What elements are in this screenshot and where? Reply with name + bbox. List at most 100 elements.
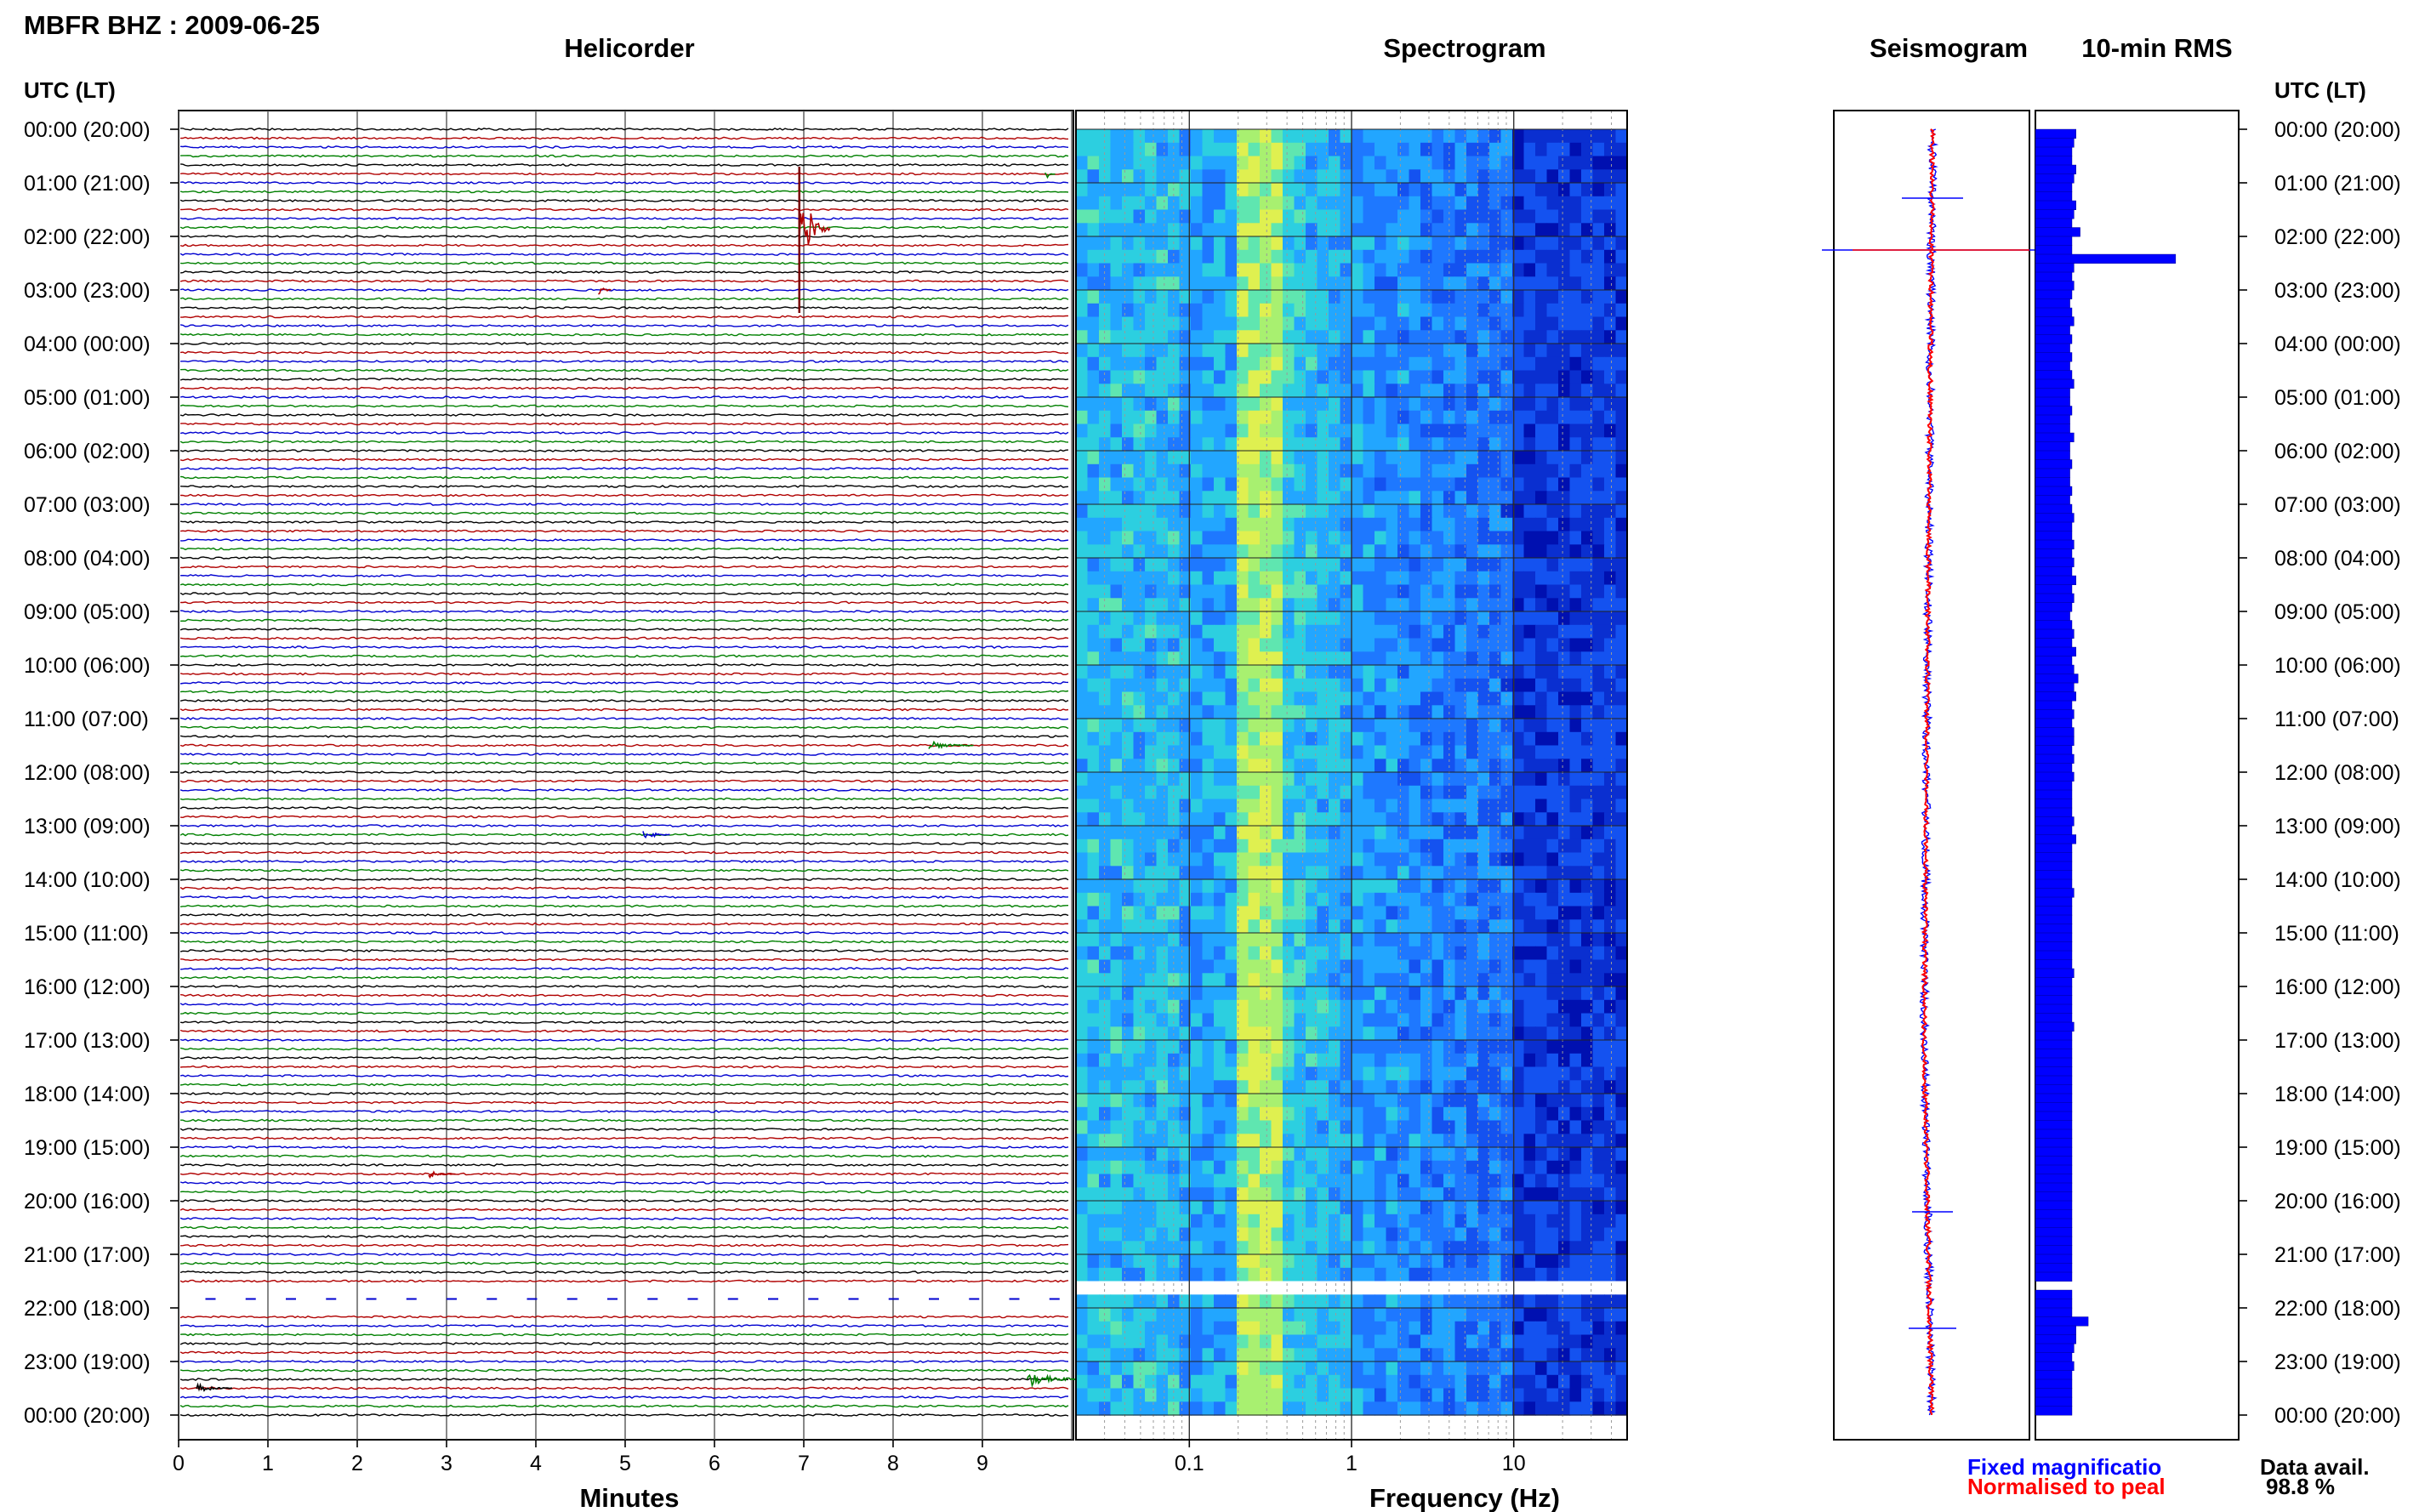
spectrogram-cell xyxy=(1420,463,1433,479)
spectrogram-cell xyxy=(1329,678,1341,693)
spectrogram-cell xyxy=(1283,1401,1295,1416)
spectrogram-cell xyxy=(1260,477,1272,492)
spectrogram-cell xyxy=(1386,1294,1398,1309)
spectrogram-cell xyxy=(1110,477,1123,492)
spectrogram-cell xyxy=(1409,705,1421,719)
spectrogram-cell xyxy=(1260,1080,1272,1094)
spectrogram-cell xyxy=(1076,638,1089,652)
spectrogram-cell xyxy=(1214,906,1227,920)
rms-bar xyxy=(2035,423,2070,434)
spectrogram-cell xyxy=(1317,356,1329,372)
spectrogram-cell xyxy=(1352,665,1364,679)
spectrogram-cell xyxy=(1156,477,1169,492)
spectrogram-cell xyxy=(1076,1214,1089,1229)
helicorder-trace xyxy=(179,261,1069,265)
spectrogram-cell xyxy=(1283,866,1295,880)
spectrogram-cell xyxy=(1306,678,1318,693)
spectrogram-cell xyxy=(1546,1267,1559,1282)
spectrogram-cell xyxy=(1558,1094,1571,1108)
spectrogram-cell xyxy=(1122,156,1135,170)
spectrogram-cell xyxy=(1592,330,1605,344)
spectrogram-cell xyxy=(1145,1106,1158,1122)
spectrogram-cell xyxy=(1592,1106,1605,1122)
spectrogram-cell xyxy=(1420,1094,1433,1108)
spectrogram-cell xyxy=(1386,785,1398,800)
spectrogram-cell xyxy=(1294,491,1306,505)
spectrogram-cell xyxy=(1225,1388,1238,1402)
spectrogram-cell xyxy=(1375,598,1387,612)
spectrogram-cell xyxy=(1420,973,1433,987)
spectrogram-cell xyxy=(1214,558,1227,572)
spectrogram-cell xyxy=(1454,638,1467,652)
spectrogram-cell xyxy=(1363,1174,1375,1188)
spectrogram-cell xyxy=(1099,1174,1112,1188)
spectrogram-cell xyxy=(1558,316,1571,331)
spectrogram-cell xyxy=(1179,236,1192,251)
spectrogram-cell xyxy=(1363,504,1375,519)
spectrogram-cell xyxy=(1535,624,1548,639)
spectrogram-cell xyxy=(1546,196,1559,211)
spectrogram-cell xyxy=(1523,624,1536,639)
spectrogram-cell xyxy=(1271,1013,1283,1027)
spectrogram-cell xyxy=(1546,879,1559,894)
spectrogram-cell xyxy=(1352,598,1364,612)
spectrogram-cell xyxy=(1352,1361,1364,1376)
spectrogram-cell xyxy=(1604,1361,1617,1376)
spectrogram-cell xyxy=(1248,384,1261,398)
spectrogram-cell xyxy=(1615,959,1628,974)
spectrogram-cell xyxy=(1306,879,1318,894)
spectrogram-cell xyxy=(1133,1026,1146,1041)
spectrogram-cell xyxy=(1260,451,1272,465)
spectrogram-cell xyxy=(1352,263,1364,277)
spectrogram-cell xyxy=(1477,959,1490,974)
spectrogram-cell xyxy=(1087,1040,1100,1054)
spectrogram-cell xyxy=(1420,665,1433,679)
spectrogram-cell xyxy=(1156,1374,1169,1390)
spectrogram-cell xyxy=(1592,1321,1605,1336)
spectrogram-cell xyxy=(1168,584,1181,599)
spectrogram-cell xyxy=(1558,799,1571,813)
spectrogram-cell xyxy=(1409,209,1421,224)
spectrogram-cell xyxy=(1363,879,1375,894)
spectrogram-cell xyxy=(1604,624,1617,639)
spectrogram-cell xyxy=(1237,745,1249,759)
spectrogram-cell xyxy=(1110,504,1123,519)
spectrogram-cell xyxy=(1156,223,1169,237)
spectrogram-cell xyxy=(1386,1040,1398,1054)
spectrogram-cell xyxy=(1604,1267,1617,1282)
spectrogram-cell xyxy=(1294,892,1306,907)
spectrogram-cell xyxy=(1466,1026,1479,1041)
spectrogram-cell xyxy=(1156,1321,1169,1336)
spectrogram-cell xyxy=(1156,558,1169,572)
spectrogram-cell xyxy=(1489,665,1502,679)
spectrogram-cell xyxy=(1271,1134,1283,1148)
spectrogram-cell xyxy=(1202,1361,1215,1376)
spectrogram-cell xyxy=(1558,772,1571,787)
spectrogram-cell xyxy=(1592,344,1605,358)
spectrogram-cell xyxy=(1133,330,1146,344)
spectrogram-cell xyxy=(1329,852,1341,867)
spectrogram-cell xyxy=(1168,1174,1181,1188)
spectrogram-cell xyxy=(1615,745,1628,759)
spectrogram-cell xyxy=(1283,919,1295,934)
spectrogram-cell xyxy=(1076,384,1089,398)
spectrogram-cell xyxy=(1409,477,1421,492)
spectrogram-cell xyxy=(1615,344,1628,358)
spectrogram-cell xyxy=(1615,946,1628,961)
spectrogram-cell xyxy=(1122,1254,1135,1269)
spectrogram-cell xyxy=(1214,812,1227,827)
spectrogram-cell xyxy=(1283,156,1295,170)
spectrogram-cell xyxy=(1409,665,1421,679)
spectrogram-cell xyxy=(1145,1241,1158,1255)
spectrogram-cell xyxy=(1466,906,1479,920)
spectrogram-cell xyxy=(1214,169,1227,184)
spectrogram-cell xyxy=(1202,946,1215,961)
spectrogram-cell xyxy=(1260,236,1272,251)
spectrogram-cell xyxy=(1283,142,1295,157)
spectrogram-cell xyxy=(1558,1160,1571,1175)
spectrogram-cell xyxy=(1099,571,1112,586)
spectrogram-cell xyxy=(1076,303,1089,318)
spectrogram-cell xyxy=(1110,1308,1123,1322)
rms-bar xyxy=(2035,986,2073,997)
spectrogram-cell xyxy=(1420,303,1433,318)
